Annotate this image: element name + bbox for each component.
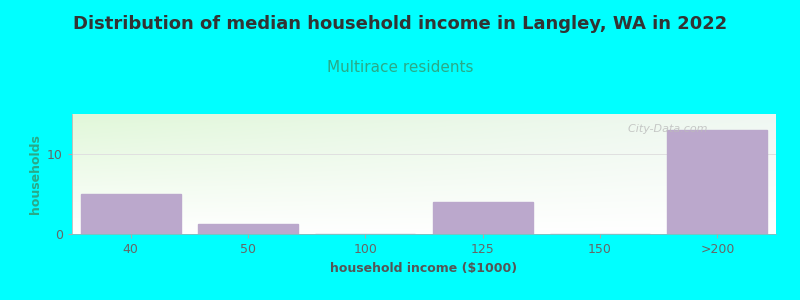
X-axis label: household income ($1000): household income ($1000): [330, 262, 518, 275]
Y-axis label: households: households: [29, 134, 42, 214]
Text: Multirace residents: Multirace residents: [326, 60, 474, 75]
Text: City-Data.com: City-Data.com: [621, 124, 708, 134]
Bar: [198, 224, 298, 234]
Text: Distribution of median household income in Langley, WA in 2022: Distribution of median household income …: [73, 15, 727, 33]
Bar: [433, 202, 533, 234]
Bar: [81, 194, 181, 234]
Bar: [667, 130, 767, 234]
